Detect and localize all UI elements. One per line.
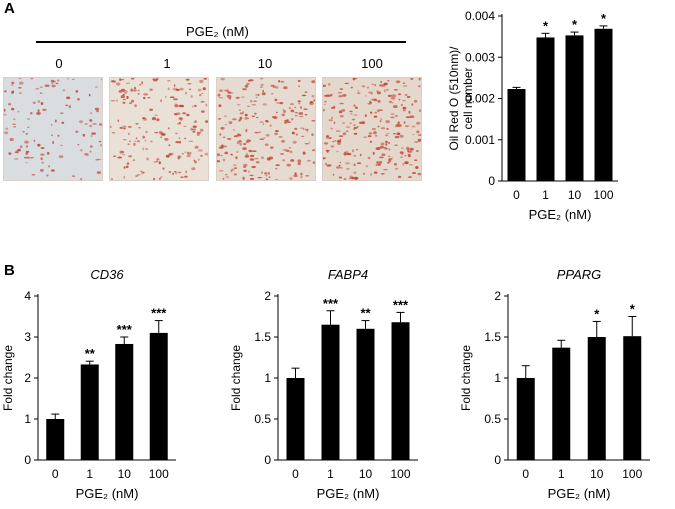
significance-mark-100: * — [601, 11, 607, 26]
micrograph-label-100: 100 — [361, 56, 383, 71]
bar-0 — [286, 378, 305, 460]
significance-mark-10: * — [572, 17, 578, 32]
x-axis-label: PGE₂ (nM) — [529, 207, 592, 222]
significance-mark-1: * — [543, 18, 549, 33]
y-tick-label: 1 — [494, 371, 501, 385]
bar-10 — [587, 337, 606, 460]
bar-100 — [623, 336, 642, 460]
bar-10 — [115, 343, 134, 460]
bar-1 — [536, 37, 555, 182]
x-tick-label-100: 100 — [593, 188, 613, 202]
micrograph-label-1: 1 — [163, 56, 171, 71]
bar-100 — [594, 28, 613, 181]
panel-b-letter: B — [4, 262, 15, 279]
bar-100 — [391, 322, 410, 460]
bar-1 — [321, 324, 340, 460]
bar-0 — [46, 419, 65, 460]
significance-mark-10: ** — [360, 306, 371, 321]
x-tick-label-0: 0 — [292, 467, 299, 481]
chart-title: PPARG — [557, 267, 602, 282]
micrograph-pge-100 — [322, 77, 422, 181]
y-tick-label: 2 — [24, 371, 31, 385]
bar-10 — [356, 328, 375, 460]
chart-title: FABP4 — [328, 267, 368, 282]
pge-header-rule — [36, 41, 406, 43]
y-tick-label: 0.5 — [484, 412, 501, 426]
y-tick-label: 0.004 — [465, 9, 495, 23]
x-tick-label-1: 1 — [542, 188, 549, 202]
x-tick-label-1: 1 — [86, 467, 93, 481]
panel-a-letter: A — [4, 0, 15, 17]
bar-10 — [565, 35, 584, 182]
micrograph-label-0: 0 — [55, 56, 63, 71]
x-tick-label-10: 10 — [359, 467, 373, 481]
x-tick-label-100: 100 — [390, 467, 410, 481]
y-tick-label: 0 — [264, 453, 271, 467]
x-axis-label: PGE₂ (nM) — [548, 486, 611, 501]
fabp4-chart: FABP4 0 0.5 1 1.5 2 Fold change 0 *** 1 ** 10 *** 100… — [229, 267, 418, 501]
significance-mark-100: *** — [393, 297, 409, 312]
x-tick-label-10: 10 — [118, 467, 132, 481]
x-tick-label-10: 10 — [590, 467, 604, 481]
y-axis-label: Oil Red O (510nm)/ — [447, 46, 461, 151]
y-tick-label: 1 — [264, 371, 271, 385]
y-axis-label: Fold change — [229, 345, 243, 411]
x-tick-label-1: 1 — [327, 467, 334, 481]
y-tick-label: 0.5 — [254, 412, 271, 426]
significance-mark-1: ** — [85, 346, 96, 361]
y-tick-label: 0.003 — [465, 50, 495, 64]
significance-mark-10: * — [594, 306, 600, 321]
y-tick-label: 0.002 — [465, 92, 495, 106]
bar-1 — [80, 364, 99, 460]
y-axis-label-line2: cell number — [461, 67, 475, 129]
significance-mark-100: *** — [151, 306, 167, 321]
cd36-chart: CD36 0 1 2 3 4 Fold change 0 ** 1 *** 10 *** 100 PGE₂ … — [1, 267, 176, 501]
bar-1 — [552, 347, 571, 460]
significance-mark-100: * — [630, 302, 636, 317]
x-tick-label-100: 100 — [622, 467, 642, 481]
micrograph-pge-1 — [109, 77, 209, 181]
y-tick-label: 2 — [494, 289, 501, 303]
oil-red-o-chart: 0 0.001 0.002 0.003 0.004 Oil Red O (510nm)/c… — [447, 9, 618, 222]
y-tick-label: 0 — [24, 453, 31, 467]
micrograph-label-10: 10 — [257, 56, 273, 71]
micrograph-pge-10 — [216, 77, 316, 181]
x-tick-label-0: 0 — [522, 467, 529, 481]
significance-mark-1: *** — [323, 296, 339, 311]
y-tick-label: 0.001 — [465, 133, 495, 147]
bar-0 — [507, 89, 526, 181]
bar-0 — [516, 378, 535, 460]
y-tick-label: 2 — [264, 289, 271, 303]
significance-mark-10: *** — [117, 322, 133, 337]
y-tick-label: 0 — [488, 174, 495, 188]
y-tick-label: 0 — [494, 453, 501, 467]
x-tick-label-100: 100 — [149, 467, 169, 481]
bar-100 — [149, 332, 168, 460]
y-axis-label: Fold change — [1, 345, 15, 411]
y-tick-label: 4 — [24, 289, 31, 303]
y-tick-label: 1.5 — [484, 330, 501, 344]
x-tick-label-1: 1 — [558, 467, 565, 481]
y-tick-label: 3 — [24, 330, 31, 344]
pge-treatment-header: PGE₂ (nM) — [186, 24, 249, 39]
y-axis-label: Fold change — [459, 345, 473, 411]
x-axis-label: PGE₂ (nM) — [76, 486, 139, 501]
x-tick-label-0: 0 — [52, 467, 59, 481]
x-tick-label-10: 10 — [568, 188, 582, 202]
y-tick-label: 1.5 — [254, 330, 271, 344]
chart-title: CD36 — [90, 267, 124, 282]
x-tick-label-0: 0 — [513, 188, 520, 202]
x-axis-label: PGE₂ (nM) — [317, 486, 380, 501]
pparg-chart: PPARG 0 0.5 1 1.5 2 Fold change 0 1 * 10 * 100 PGE₂ (… — [459, 267, 650, 501]
y-tick-label: 1 — [24, 412, 31, 426]
micrograph-pge-0 — [3, 77, 103, 181]
